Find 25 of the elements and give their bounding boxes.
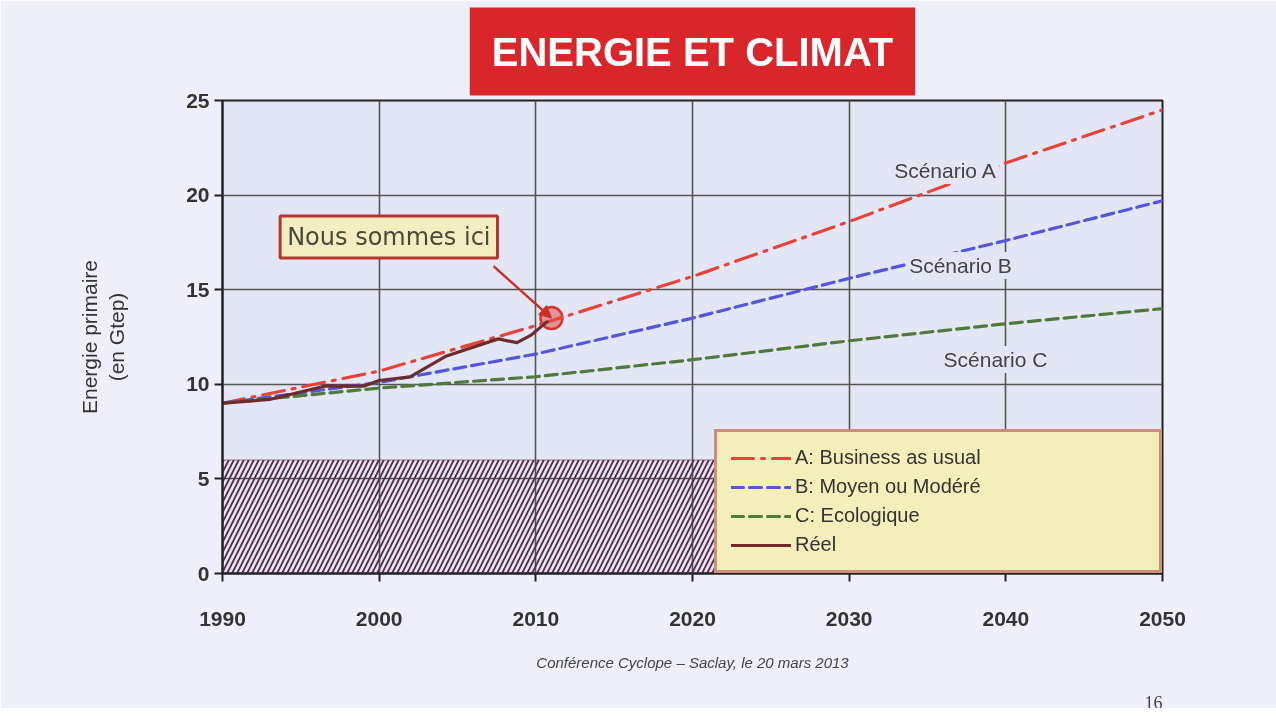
annotation: Scénario A — [894, 159, 996, 182]
chart-title: ENERGIE ET CLIMAT — [491, 29, 894, 74]
legend-label: Réel — [795, 533, 838, 556]
legend-label: B: Moyen ou Modéré — [795, 475, 982, 498]
annotation: Nous sommes ici — [287, 223, 491, 252]
x-tick-label: 2010 — [512, 606, 560, 630]
y-tick-label: 0 — [197, 561, 210, 585]
x-tick-label: 2040 — [982, 606, 1030, 630]
y-tick-label: 10 — [186, 372, 210, 396]
x-tick-label: 2050 — [1139, 606, 1186, 630]
x-tick-label: 2030 — [825, 606, 873, 630]
text: 16 — [1144, 692, 1163, 713]
annotation: Scénario C — [943, 348, 1048, 371]
y-axis-title: Energie primaire (en Gtep) — [77, 259, 129, 415]
y-tick-label: 20 — [186, 183, 210, 207]
x-tick-label: 2020 — [669, 606, 716, 630]
y-tick-label: 15 — [186, 277, 210, 301]
legend-label: C: Ecologique — [795, 504, 921, 527]
y-tick-label: 25 — [186, 88, 210, 112]
annotation: Scénario B — [909, 254, 1012, 277]
x-tick-label: 2000 — [355, 606, 403, 630]
y-tick-label: 5 — [197, 466, 210, 490]
text: Conférence Cyclope – Saclay, le 20 mars 2013 — [536, 653, 850, 671]
legend-label: A: Business as usual — [795, 446, 982, 469]
x-tick-label: 1990 — [199, 606, 246, 630]
